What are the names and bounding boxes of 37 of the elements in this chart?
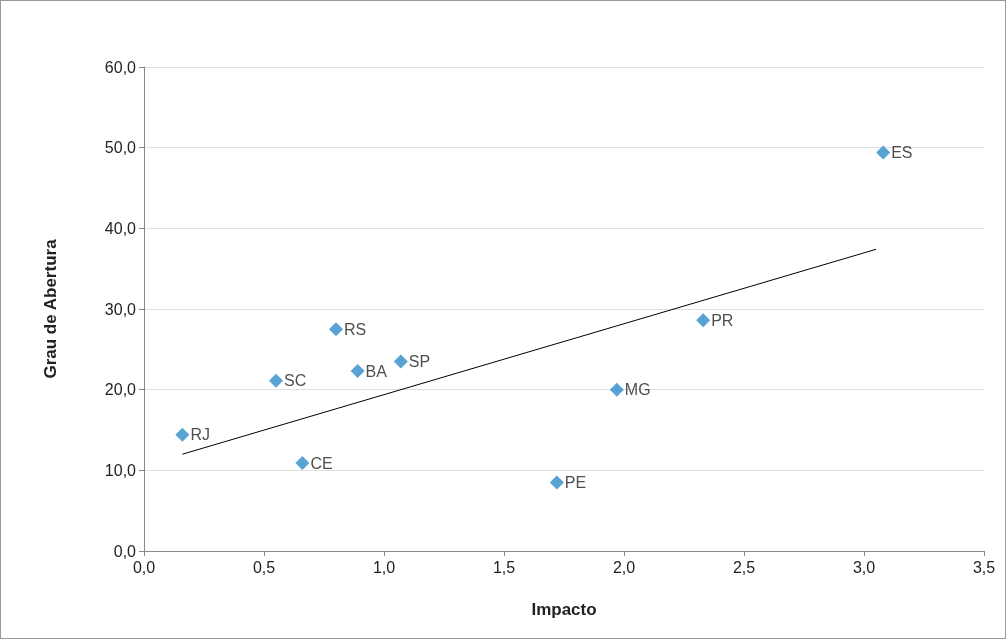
point bbox=[295, 456, 310, 471]
x-tick-label: 2,0 bbox=[612, 558, 636, 576]
point bbox=[549, 475, 564, 490]
x-tick-label: 1,0 bbox=[372, 558, 396, 576]
annotation: PR bbox=[711, 311, 734, 329]
annotation: PE bbox=[564, 473, 587, 491]
point bbox=[329, 322, 343, 337]
y-axis-title: Grau de Abertura bbox=[41, 238, 60, 379]
x-tick-label: 2,5 bbox=[732, 558, 756, 576]
annotation: ES bbox=[891, 144, 913, 162]
point bbox=[609, 382, 624, 397]
x-tick-label: 0,0 bbox=[132, 558, 156, 576]
annotation: BA bbox=[365, 362, 388, 380]
annotation: SC bbox=[284, 372, 307, 390]
y-tick-label: 20,0 bbox=[104, 381, 137, 399]
y-tick-label: 50,0 bbox=[104, 139, 137, 157]
point bbox=[876, 145, 891, 160]
x-axis-title: Impacto bbox=[531, 600, 597, 619]
point bbox=[175, 427, 190, 442]
point bbox=[393, 354, 408, 369]
annotation: CE bbox=[310, 454, 333, 472]
y-tick-label: 30,0 bbox=[104, 300, 137, 318]
x-tick-label: 3,0 bbox=[852, 558, 876, 576]
annotation: SP bbox=[408, 352, 431, 370]
y-tick-label: 10,0 bbox=[104, 461, 137, 479]
point bbox=[350, 364, 365, 379]
y-tick-label: 60,0 bbox=[104, 58, 137, 76]
point bbox=[696, 313, 711, 328]
annotation: RJ bbox=[190, 426, 210, 444]
point bbox=[269, 373, 283, 388]
x-tick-label: 1,5 bbox=[492, 558, 516, 576]
y-tick-label: 0,0 bbox=[113, 542, 137, 560]
x-tick-label: 0,5 bbox=[252, 558, 276, 576]
x-tick-label: 3,5 bbox=[972, 558, 996, 576]
y-tick-label: 40,0 bbox=[104, 219, 137, 237]
annotation: RS bbox=[344, 320, 367, 338]
annotation: MG bbox=[624, 381, 651, 399]
